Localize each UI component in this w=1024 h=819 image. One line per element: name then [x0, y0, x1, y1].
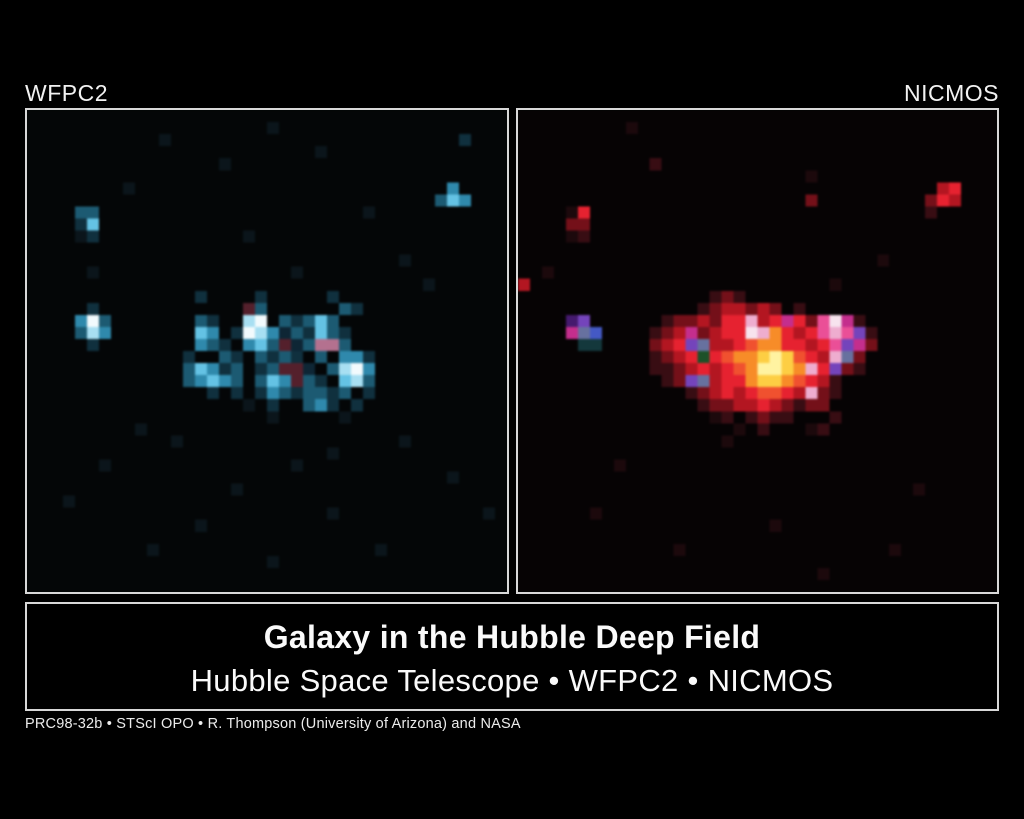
wfpc2-galaxy-image	[27, 110, 507, 592]
credit-line: PRC98-32b • STScI OPO • R. Thompson (Uni…	[25, 716, 521, 732]
right-panel-label: NICMOS	[904, 80, 999, 106]
panel-labels-row: WFPC2 NICMOS	[25, 80, 999, 106]
left-panel-label: WFPC2	[25, 80, 108, 106]
nicmos-image-panel	[515, 108, 999, 594]
image-title: Galaxy in the Hubble Deep Field	[263, 619, 761, 655]
nicmos-galaxy-image	[517, 110, 997, 592]
wfpc2-image-panel	[25, 108, 509, 594]
image-subtitle: Hubble Space Telescope • WFPC2 • NICMOS	[190, 663, 834, 698]
caption-box: Galaxy in the Hubble Deep Field Hubble S…	[25, 602, 999, 711]
image-panels-row	[25, 108, 999, 594]
